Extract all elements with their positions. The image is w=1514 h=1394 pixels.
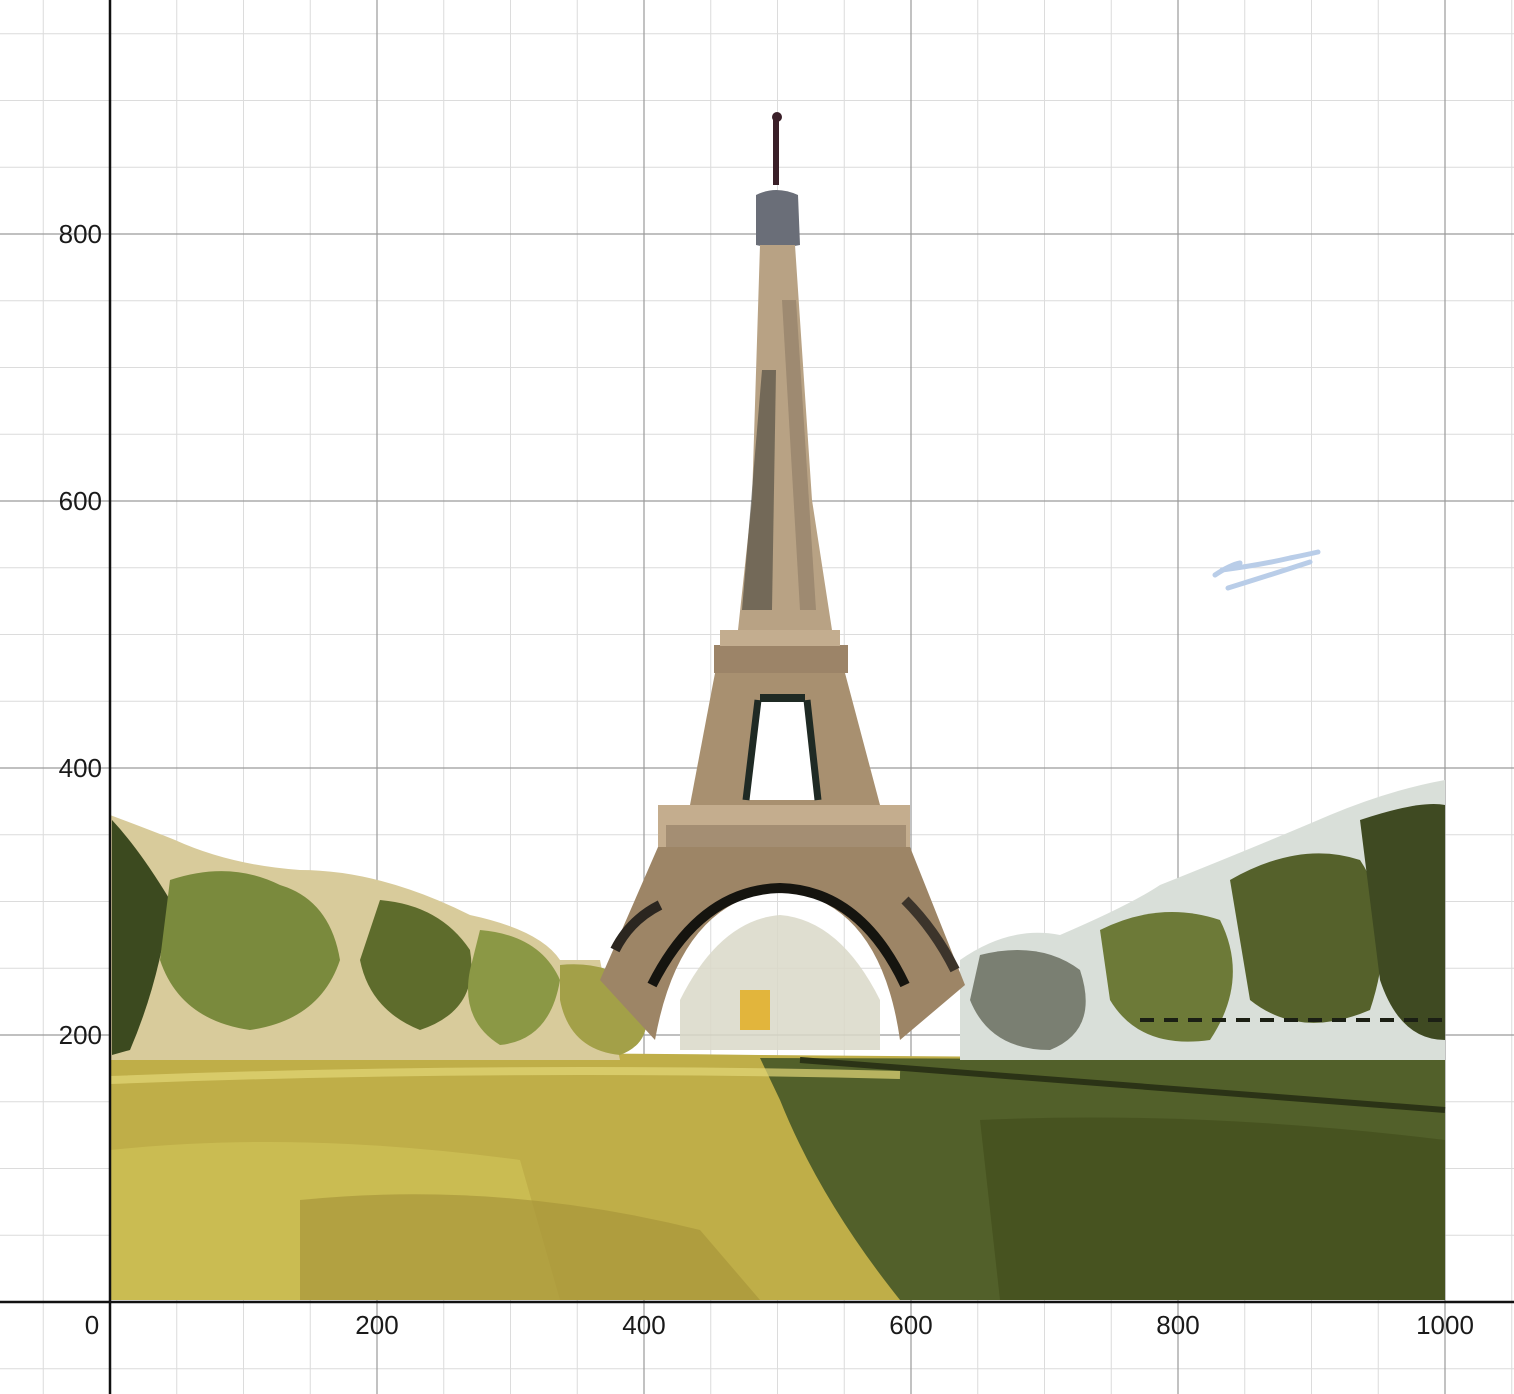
y-tick-label: 200 (59, 1020, 102, 1050)
left-trees (110, 815, 647, 1060)
x-tick-label: 400 (622, 1310, 665, 1340)
y-tick-label: 400 (59, 753, 102, 783)
x-tick-label: 200 (355, 1310, 398, 1340)
eiffel-tower-drawing (109, 112, 1446, 1300)
tick-labels: 0 200 400 600 800 1000 200 400 600 800 (59, 219, 1474, 1340)
origin-label: 0 (85, 1310, 99, 1340)
x-tick-label: 1000 (1416, 1310, 1474, 1340)
sky-stroke (1212, 549, 1321, 591)
y-tick-label: 800 (59, 219, 102, 249)
x-tick-label: 600 (889, 1310, 932, 1340)
y-tick-label: 600 (59, 486, 102, 516)
x-tick-label: 800 (1156, 1310, 1199, 1340)
x-tick-labels: 200 400 600 800 1000 (355, 1310, 1474, 1340)
right-trees (960, 780, 1445, 1060)
y-tick-labels: 200 400 600 800 (59, 219, 102, 1050)
eiffel-tower (600, 112, 965, 1050)
grass-field (109, 1053, 1446, 1300)
